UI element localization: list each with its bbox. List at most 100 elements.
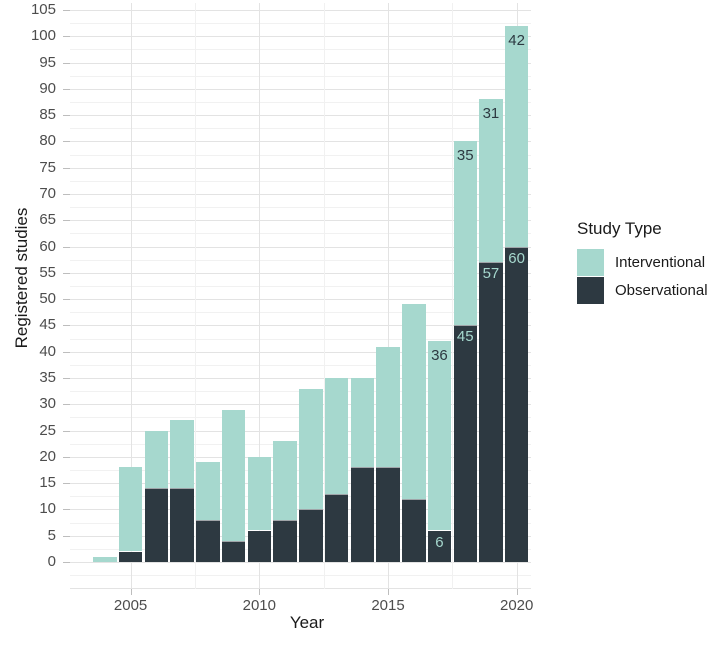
- y-tick-label-105: 105: [30, 1, 56, 18]
- bar-segment-2011-observational: [273, 519, 297, 562]
- bar-segment-2017-observational: [427, 530, 452, 562]
- y-tick-mark-20: [63, 456, 70, 458]
- gridline-major-y-80: [70, 141, 531, 143]
- gridline-minor-y-42.5: [70, 338, 531, 340]
- y-tick-label-55: 55: [39, 263, 56, 281]
- y-tick-mark-40: [63, 351, 70, 353]
- y-tick-mark-35: [63, 378, 70, 379]
- gridline-minor-x-2012.5: [323, 3, 325, 589]
- bar-segment-2005-interventional: [118, 467, 143, 552]
- x-tick-mark-2005: [130, 589, 132, 595]
- gridline-major-y-95: [70, 62, 531, 64]
- bar-value-label-2020-observational: 60: [508, 249, 525, 267]
- x-tick-mark-2015: [388, 589, 389, 595]
- bar-segment-2018-observational: [453, 325, 477, 562]
- y-tick-mark-30: [63, 404, 70, 406]
- bar-segment-2007-interventional: [170, 420, 194, 489]
- gridline-major-y-0: [70, 562, 531, 563]
- legend-item-interventional: Interventional: [577, 249, 708, 276]
- gridline-minor-y-62.5: [70, 233, 531, 235]
- bar-segment-2018-interventional: [453, 141, 477, 326]
- y-tick-mark-70: [63, 194, 70, 195]
- y-tick-label-85: 85: [39, 106, 56, 124]
- bar-segment-2005-observational: [118, 551, 143, 562]
- y-tick-mark-5: [63, 535, 70, 537]
- y-tick-mark-25: [63, 430, 70, 432]
- y-tick-mark-85: [63, 115, 70, 117]
- y-tick-label-25: 25: [39, 421, 56, 439]
- x-tick-mark-2010: [259, 589, 261, 595]
- legend-item-observational: Observational: [577, 277, 708, 304]
- bar-value-label-2019-observational: 57: [482, 265, 500, 283]
- bar-value-label-2017-interventional: 36: [431, 347, 448, 365]
- bar-segment-2014-interventional: [350, 378, 374, 468]
- legend-item-label: Interventional: [615, 254, 706, 271]
- bar-value-label-2017-observational: 6: [435, 533, 444, 551]
- y-tick-label-60: 60: [39, 237, 56, 255]
- x-tick-label-2015: 2015: [371, 597, 405, 614]
- y-tick-label-45: 45: [39, 316, 56, 334]
- legend: Study Type Interventional Observational: [577, 219, 708, 305]
- y-tick-label-80: 80: [39, 132, 56, 150]
- bar-segment-2011-interventional: [273, 441, 297, 520]
- gridline-major-x-2010: [259, 3, 261, 589]
- bar-value-label-2018-interventional: 35: [456, 147, 474, 165]
- bar-value-label-2018-observational: 45: [456, 328, 474, 346]
- y-tick-label-75: 75: [39, 158, 56, 176]
- bar-segment-2019-observational: [479, 262, 503, 562]
- y-tick-label-40: 40: [39, 342, 56, 360]
- y-tick-label-5: 5: [47, 526, 56, 544]
- gridline-major-y-35: [70, 378, 531, 379]
- gridline-minor-y-67.5: [70, 207, 531, 209]
- y-tick-label-35: 35: [39, 369, 56, 386]
- bar-segment-2016-observational: [402, 498, 426, 562]
- y-tick-mark-80: [63, 141, 70, 143]
- bar-segment-2013-observational: [324, 493, 349, 562]
- bar-segment-2016-interventional: [402, 304, 426, 499]
- y-axis-title: Registered studies: [12, 207, 31, 349]
- gridline-major-y-50: [70, 299, 531, 301]
- gridline-minor-y-87.5: [70, 102, 531, 103]
- gridline-major-x-2005: [130, 3, 132, 589]
- gridline-minor-y-57.5: [70, 259, 531, 261]
- plot-panel: 6 36 45 35 57 31 60 42: [70, 3, 531, 589]
- gridline-major-y-100: [70, 36, 531, 38]
- bar-segment-2015-interventional: [376, 346, 400, 468]
- gridline-minor-y-82.5: [70, 128, 531, 130]
- bar-segment-2007-observational: [170, 488, 194, 562]
- y-tick-mark-15: [63, 483, 70, 485]
- y-tick-mark-95: [63, 62, 70, 64]
- bar-segment-2012-observational: [299, 509, 323, 562]
- y-tick-mark-105: [63, 10, 70, 11]
- gridline-minor-y-102.5: [70, 23, 531, 25]
- legend-swatch-observational-icon: [577, 277, 604, 304]
- y-tick-label-0: 0: [47, 553, 56, 570]
- bar-segment-2009-observational: [221, 541, 246, 562]
- y-tick-mark-90: [63, 88, 70, 90]
- y-tick-mark-45: [63, 325, 70, 327]
- gridline-minor-y-52.5: [70, 286, 531, 287]
- gridline-major-y-105: [70, 10, 531, 11]
- gridline-minor-y-47.5: [70, 312, 531, 314]
- y-tick-label-90: 90: [39, 79, 56, 97]
- bar-segment-2004-interventional: [93, 556, 117, 562]
- bar-segment-2006-interventional: [144, 430, 169, 489]
- x-tick-label-2020: 2020: [500, 597, 534, 614]
- gridline-minor-y-97.5: [70, 49, 531, 51]
- y-tick-label-15: 15: [39, 474, 56, 492]
- y-tick-label-20: 20: [39, 447, 56, 465]
- gridline-minor-y-37.5: [70, 364, 531, 366]
- gridline-major-y-85: [70, 115, 531, 117]
- y-tick-label-30: 30: [39, 395, 56, 413]
- bar-segment-2014-observational: [350, 467, 374, 562]
- gridline-major-y-40: [70, 351, 531, 353]
- bar-segment-2013-interventional: [324, 378, 349, 494]
- gridline-minor-y-77.5: [70, 154, 531, 156]
- y-tick-label-95: 95: [39, 53, 56, 71]
- gridline-major-y-70: [70, 194, 531, 195]
- bar-value-label-2019-interventional: 31: [482, 105, 500, 123]
- bar-segment-2020-observational: [504, 246, 529, 562]
- bar-segment-2010-interventional: [247, 456, 271, 531]
- bar-segment-2017-interventional: [427, 341, 452, 531]
